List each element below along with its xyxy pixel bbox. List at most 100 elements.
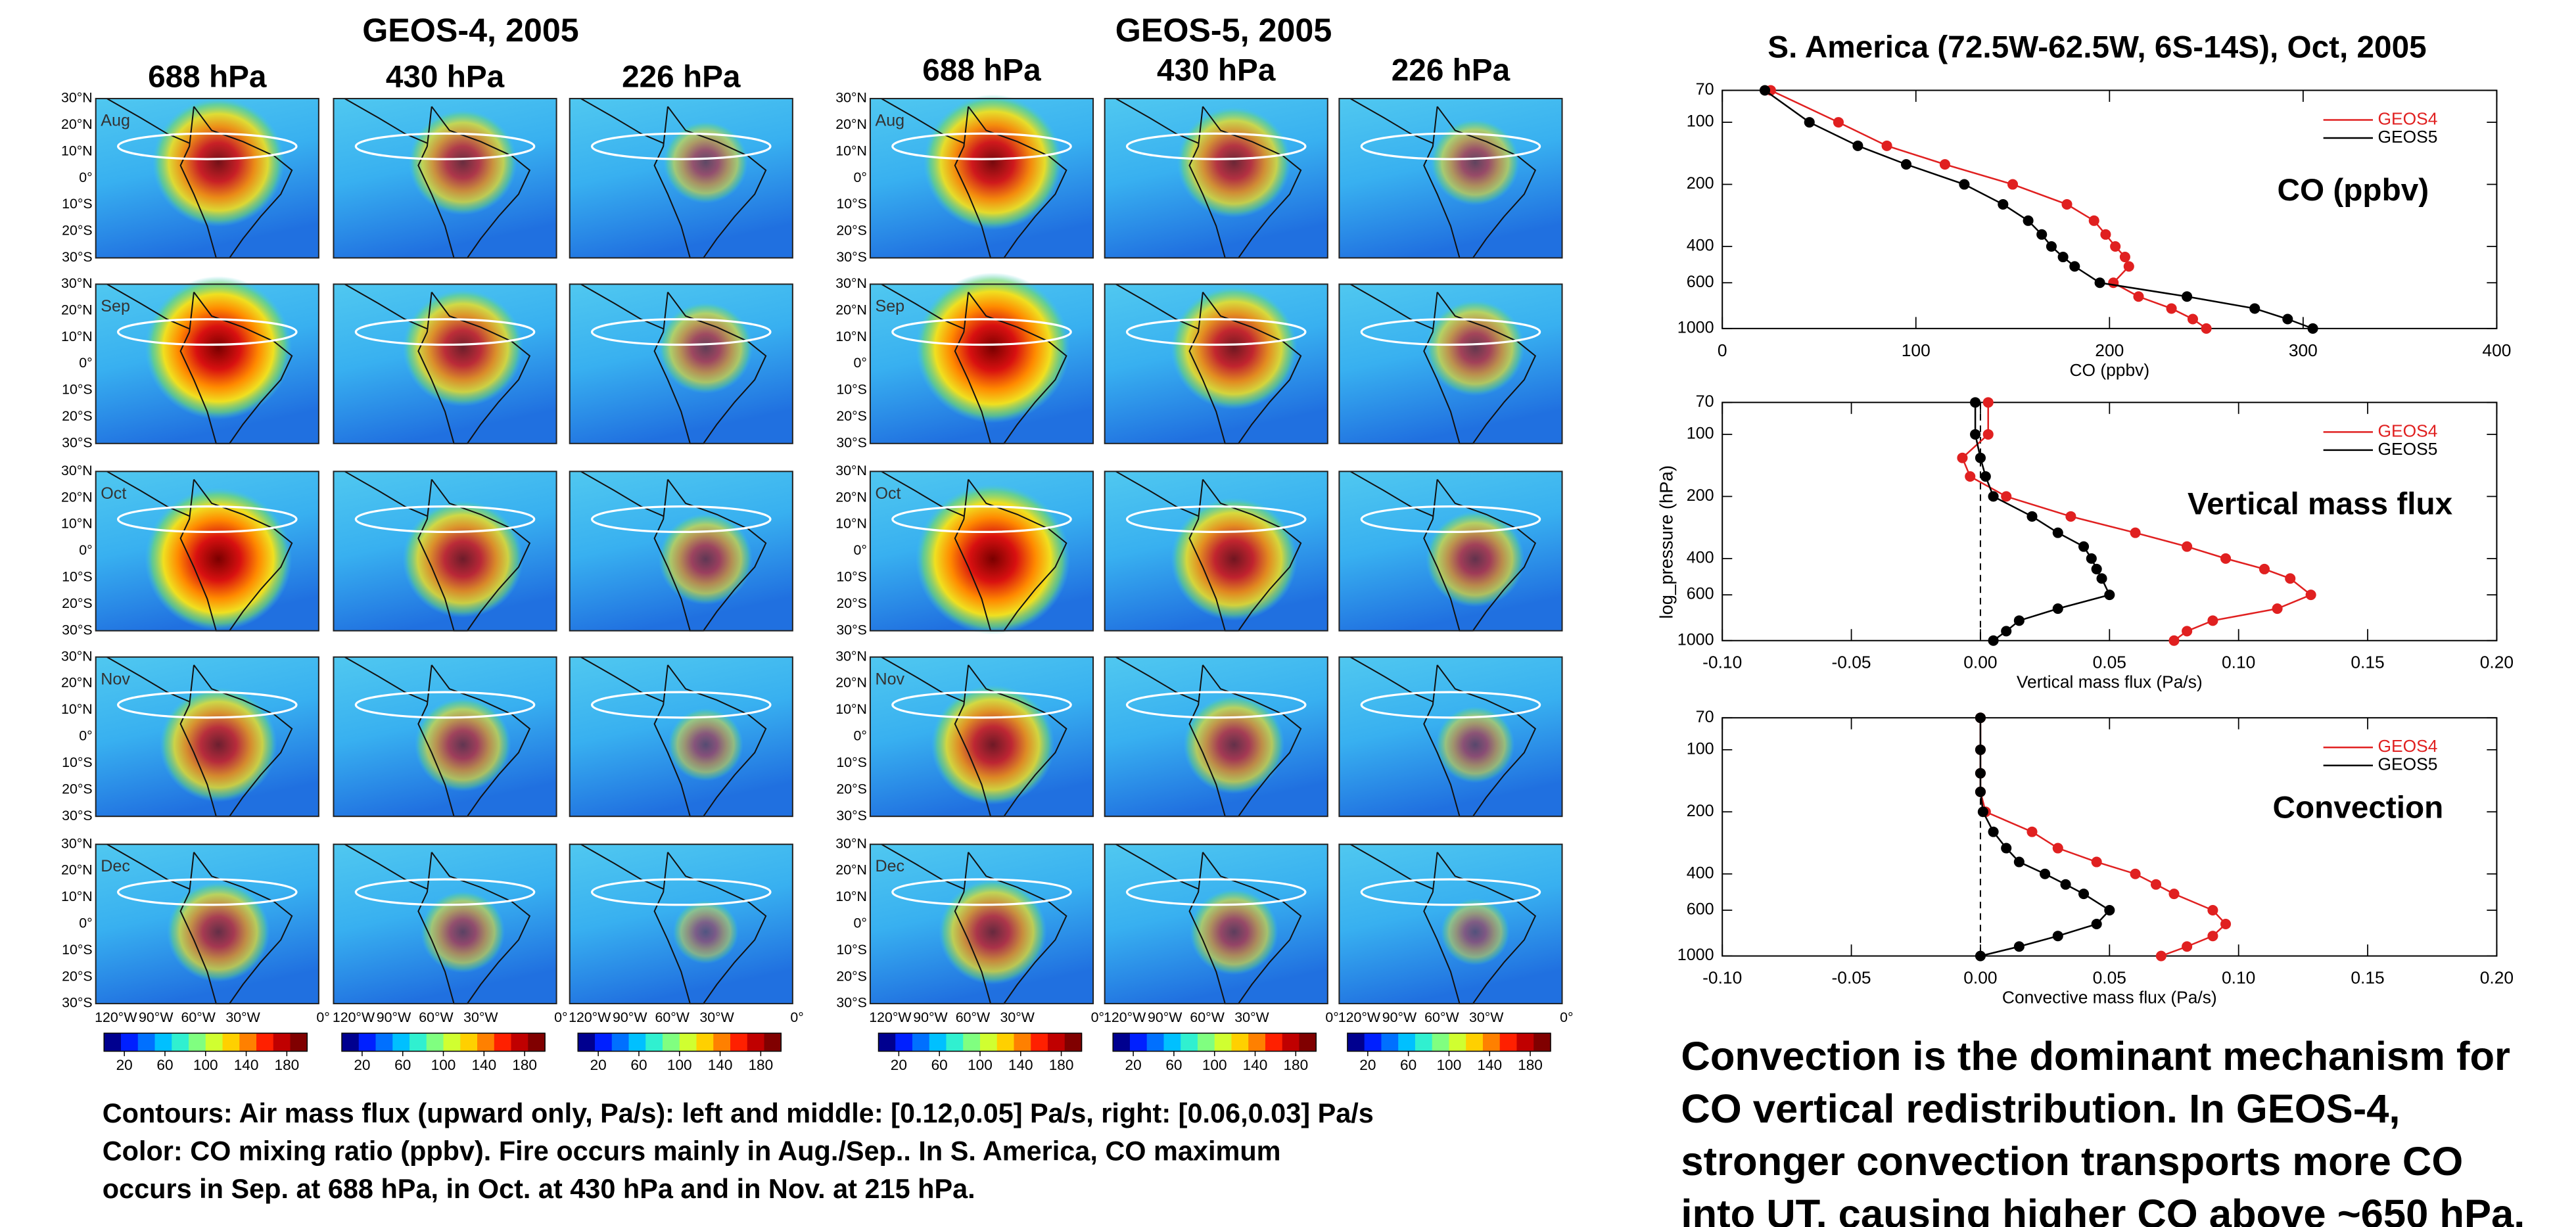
series-point	[2282, 313, 2293, 325]
co-plume	[672, 900, 739, 964]
lat-label: 30°N	[835, 463, 867, 478]
lat-label: 20°S	[836, 408, 867, 424]
flux-contour	[590, 318, 772, 346]
lon-label: 30°W	[463, 1009, 498, 1025]
colorbar-segment	[912, 1033, 930, 1052]
series-point	[2078, 889, 2090, 900]
map-panel	[569, 97, 793, 259]
series-point	[2272, 603, 2283, 614]
coastline	[1423, 106, 1537, 259]
x-tick-label: 0.05	[2093, 653, 2126, 672]
y-axis-label: log_pressure (hPa)	[1656, 465, 1677, 619]
map-panel	[1104, 471, 1328, 632]
lon-label: 90°W	[1382, 1009, 1417, 1025]
colorbar-tick-label: 140	[1008, 1057, 1033, 1073]
x-axis-label: Vertical mass flux (Pa/s)	[2017, 672, 2203, 692]
colorbar-segment	[410, 1033, 427, 1052]
coastline	[179, 664, 293, 818]
lat-label: 10°N	[61, 143, 93, 158]
lat-label: 30°N	[61, 648, 93, 664]
lon-label: 0°	[790, 1009, 803, 1025]
lon-label: 90°W	[377, 1009, 411, 1025]
map-frame	[569, 471, 793, 632]
colorbar-tick-label: 180	[1049, 1057, 1074, 1073]
series-point	[1982, 428, 1994, 440]
co-plume	[420, 891, 505, 973]
conclusion-line: Convection is the dominant mechanism for	[1681, 1034, 2510, 1079]
chart-annotation: CO (ppbv)	[2278, 173, 2429, 208]
series-point	[1975, 786, 1986, 797]
coastline	[179, 291, 293, 444]
lat-label: 30°N	[835, 90, 867, 106]
series-point	[1852, 140, 1863, 151]
co-plume	[658, 302, 753, 394]
series-point	[1804, 117, 1815, 128]
coastline	[106, 656, 190, 703]
colorbar-tick-label: 100	[1437, 1057, 1462, 1073]
colorbar-tick-label: 180	[275, 1057, 300, 1073]
lon-label: 0°	[1560, 1009, 1573, 1025]
co-plume	[1440, 898, 1510, 966]
y-tick-label: 200	[1687, 174, 1714, 193]
level-label: 226 hPa	[622, 60, 741, 95]
x-tick-label: 0.10	[2222, 653, 2255, 672]
y-tick-label: 400	[1687, 864, 1714, 882]
lat-label: 0°	[853, 355, 866, 371]
coastline	[881, 98, 964, 144]
series-point	[2023, 215, 2034, 226]
coastline	[344, 471, 428, 517]
lat-label: 30°N	[835, 275, 867, 291]
flux-contour	[116, 691, 298, 719]
flux-contour	[1360, 505, 1541, 534]
series-point	[2305, 590, 2316, 601]
lon-label: 30°W	[1234, 1009, 1269, 1025]
lon-label: 60°W	[1190, 1009, 1225, 1025]
flux-contour	[590, 878, 772, 906]
series-point	[2259, 563, 2270, 574]
colorbar-segment	[1031, 1033, 1048, 1052]
colorbar-segment	[205, 1033, 223, 1052]
coastline	[1115, 843, 1199, 890]
map-frame	[569, 97, 793, 259]
lat-label: 10°S	[836, 942, 867, 958]
level-label: 430 hPa	[386, 60, 505, 95]
colorbar-segment	[1398, 1033, 1416, 1052]
lat-label: 20°S	[62, 595, 93, 611]
lat-label: 10°S	[836, 569, 867, 585]
co-plume	[923, 94, 1063, 231]
colorbar-segment	[929, 1033, 947, 1052]
co-plume	[668, 708, 743, 781]
series-point	[2060, 879, 2071, 890]
series-point	[1959, 179, 1970, 190]
flux-contour	[891, 505, 1072, 534]
coastline	[417, 106, 531, 259]
map-frame	[333, 283, 557, 444]
lat-label: 0°	[853, 915, 866, 931]
lat-label: 20°S	[62, 781, 93, 797]
co-plume	[1170, 286, 1298, 410]
lat-label: 10°S	[62, 754, 93, 770]
coastline	[580, 843, 664, 890]
coastline	[1188, 664, 1302, 818]
series-point	[1833, 117, 1844, 128]
lat-label: 20°S	[836, 781, 867, 797]
lon-label: 90°W	[913, 1009, 948, 1025]
lat-label: 20°S	[836, 968, 867, 984]
coastline	[881, 843, 964, 890]
lat-label: 20°S	[836, 223, 867, 239]
month-label: Dec	[101, 857, 130, 875]
flux-contour	[1125, 878, 1307, 906]
flux-contour	[354, 132, 536, 160]
co-plume	[1170, 497, 1298, 621]
lon-label: 120°W	[1338, 1009, 1381, 1025]
series-point	[2052, 603, 2063, 614]
coastline	[344, 656, 428, 703]
flux-contour	[590, 505, 772, 534]
coastline	[954, 852, 1067, 1005]
colorbar-segment	[392, 1033, 410, 1052]
series-point	[1980, 471, 1991, 482]
map-frame	[1104, 843, 1328, 1005]
lat-label: 30°S	[62, 808, 93, 823]
colorbar-segment	[1064, 1033, 1083, 1052]
colorbar-tick-label: 100	[1202, 1057, 1227, 1073]
